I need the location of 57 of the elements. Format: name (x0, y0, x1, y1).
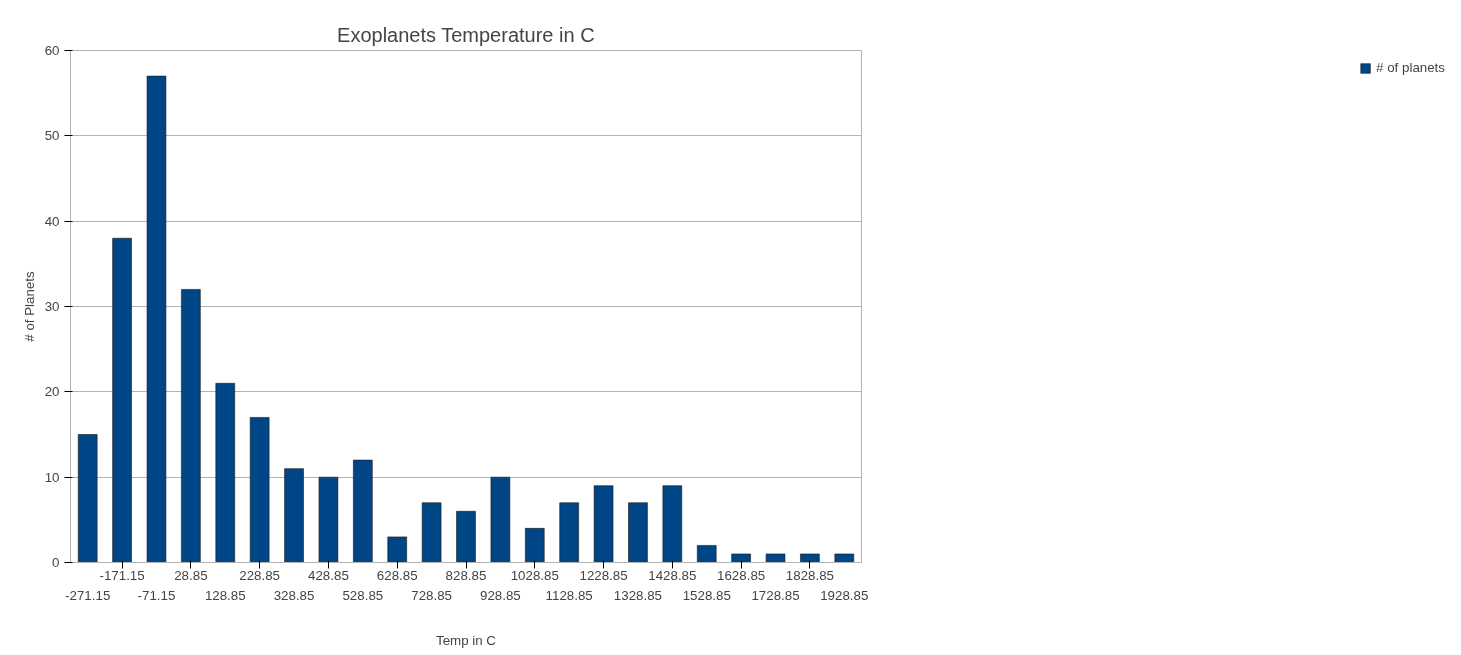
bar (284, 468, 304, 563)
bar (387, 536, 407, 563)
y-tick-label: 20 (44, 384, 60, 400)
x-tick-label: 1928.85 (820, 587, 869, 603)
y-tick-label: 10 (44, 469, 60, 485)
x-tick-label: 1628.85 (717, 567, 766, 583)
bar (181, 289, 201, 563)
x-tick-label: 228.85 (239, 567, 281, 583)
bar (834, 553, 855, 563)
bar (662, 485, 683, 563)
y-tick-label: 0 (52, 555, 60, 570)
x-tick-label: 728.85 (411, 587, 452, 603)
x-tick-label: 1228.85 (579, 567, 628, 583)
x-tick-label: 1428.85 (648, 567, 697, 583)
bar (731, 553, 751, 563)
bar (593, 485, 614, 563)
x-tick-label: 1028.85 (510, 567, 559, 583)
bar (421, 502, 442, 563)
x-tick-label: 928.85 (480, 587, 521, 603)
y-tick-label: 50 (44, 128, 60, 144)
bar (318, 476, 339, 563)
bar (112, 237, 132, 563)
y-tick-label: 60 (44, 43, 60, 58)
x-tick-label: 428.85 (308, 567, 349, 583)
bar (249, 417, 270, 563)
x-tick-label: -71.15 (137, 587, 176, 603)
x-tick-label: 528.85 (342, 587, 384, 603)
bar (559, 502, 579, 563)
bar (696, 545, 717, 563)
y-tick-label: 30 (44, 299, 60, 314)
bar (628, 502, 648, 563)
x-axis-title: Temp in C (436, 632, 497, 648)
x-tick-label: 1528.85 (682, 587, 731, 603)
y-axis-title: # of Planets (21, 270, 37, 342)
bar (146, 75, 167, 563)
x-tick-label: -271.15 (65, 587, 111, 603)
legend-label: # of planets (1376, 60, 1445, 75)
bar (765, 553, 786, 563)
x-tick-label: 1728.85 (751, 587, 800, 603)
y-tick-label: 40 (44, 213, 60, 229)
x-tick-label: 628.85 (376, 567, 418, 583)
x-tick-label: 28.85 (174, 567, 208, 583)
bar (353, 459, 373, 563)
x-tick-label: 128.85 (204, 587, 246, 603)
bar (490, 476, 511, 563)
bar (215, 383, 236, 563)
bar (77, 434, 98, 563)
x-tick-label: 828.85 (445, 567, 487, 583)
x-tick-label: 1828.85 (785, 567, 835, 583)
x-tick-label: 328.85 (273, 587, 315, 603)
bar (800, 553, 820, 563)
x-tick-label: 1128.85 (545, 587, 593, 603)
x-tick-label: -171.15 (99, 567, 145, 583)
x-tick-label: 1328.85 (613, 587, 663, 603)
chart-title: Exoplanets Temperature in C (337, 23, 595, 46)
bar (456, 511, 476, 563)
bar (525, 528, 545, 563)
